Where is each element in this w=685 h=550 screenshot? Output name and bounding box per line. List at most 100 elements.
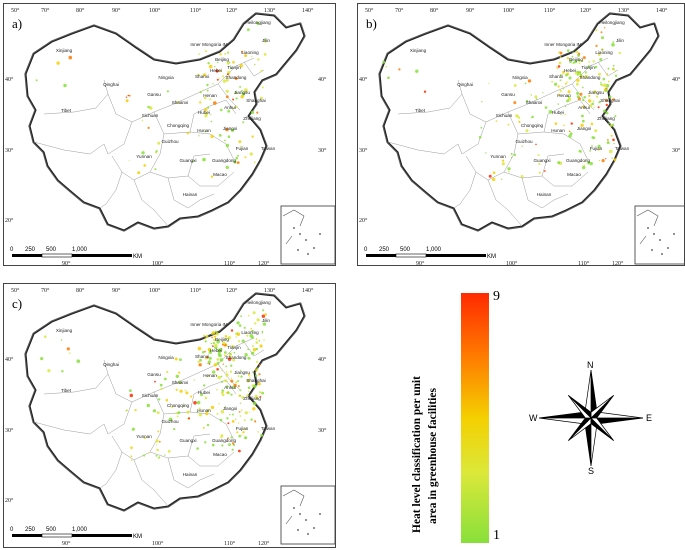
heat-patch <box>164 454 166 456</box>
heat-patch <box>231 448 234 451</box>
heat-patch <box>602 109 606 113</box>
heat-patch <box>253 161 256 164</box>
province-label: Hebei <box>210 348 222 353</box>
graticule-bottom-3: 120° <box>258 260 270 266</box>
province-label: Tibet <box>61 108 72 113</box>
heat-patch <box>226 391 229 394</box>
province-label: Yunnan <box>136 154 152 159</box>
heat-patch <box>231 413 234 416</box>
scale-bar-unit: KM <box>133 534 142 540</box>
heat-patch <box>589 161 593 166</box>
heat-patch <box>232 98 235 101</box>
heat-patch <box>205 335 209 338</box>
heat-patch <box>196 447 199 450</box>
heat-patch <box>582 105 585 109</box>
heat-patch <box>581 59 584 62</box>
province-label: Anhui <box>224 105 236 110</box>
graticule-top-1: 70° <box>41 7 50 14</box>
heat-patch <box>238 449 241 453</box>
heat-patch <box>244 411 248 415</box>
province-label: Jilin <box>616 38 624 43</box>
heat-patch <box>186 132 189 135</box>
heat-patch <box>219 418 223 422</box>
heat-patch <box>210 175 214 178</box>
heat-patch <box>578 62 581 65</box>
graticule-top-6: 120° <box>226 287 238 294</box>
heat-patch <box>259 395 262 398</box>
province-label: Gansu <box>147 372 161 377</box>
graticule-top-0: 50° <box>11 7 20 14</box>
province-label: Heilongjiang <box>599 20 625 25</box>
heat-patch <box>254 322 257 325</box>
heat-patch <box>68 55 73 60</box>
province-label: Shandong <box>226 75 247 80</box>
province-label: Jiangxi <box>223 126 237 131</box>
heat-patch <box>240 375 243 378</box>
heat-patch <box>264 313 267 316</box>
heat-patch <box>244 428 247 431</box>
heat-patch <box>258 339 261 342</box>
heat-patch <box>227 135 231 138</box>
compass-n: N <box>587 360 594 370</box>
heat-patch <box>592 60 595 63</box>
heat-patch <box>160 387 163 391</box>
heat-patch <box>247 348 250 351</box>
heat-patch <box>595 95 599 98</box>
heat-patch <box>556 67 559 70</box>
heat-patch <box>606 141 610 145</box>
graticule-top-3: 90° <box>112 7 121 14</box>
heat-patch <box>210 405 215 410</box>
heat-patch <box>581 119 585 123</box>
heat-patch <box>147 105 150 109</box>
scale-bar: 0 250 500 1,000 KM <box>10 527 142 540</box>
heat-patch <box>513 101 517 105</box>
heat-patch <box>204 130 207 133</box>
heat-patch <box>213 338 216 342</box>
heat-patch <box>216 78 219 81</box>
heat-patch <box>238 411 241 413</box>
heat-patch <box>234 91 238 94</box>
heat-patch <box>199 91 202 94</box>
heat-patch <box>239 85 242 88</box>
heat-patch <box>263 339 265 341</box>
heat-patch <box>204 108 208 112</box>
heat-patch <box>212 370 216 374</box>
heat-patch <box>501 159 505 162</box>
heat-patch <box>242 431 245 434</box>
heat-patch <box>206 423 210 427</box>
province-label: Ningxia <box>158 75 174 80</box>
heat-patch <box>203 73 207 77</box>
heat-patch <box>607 67 610 70</box>
heat-patch <box>478 135 482 139</box>
heat-patch <box>594 129 598 133</box>
map-panel-a: a) 50° 70° 80° 90° 100° 110° 120° 130° 140° 40° 30°… <box>3 3 336 266</box>
province-label: Anhui <box>224 385 236 390</box>
heat-patch <box>222 75 225 78</box>
graticule-bottom-1: 100° <box>152 540 164 547</box>
heat-patch <box>252 348 257 352</box>
graticule-top-2: 80° <box>76 7 85 14</box>
heat-patch <box>206 83 209 87</box>
heat-patch <box>235 418 237 420</box>
heat-patch <box>218 403 220 405</box>
heat-patch <box>156 411 160 415</box>
heat-patch <box>227 357 232 361</box>
heat-patch <box>219 358 224 362</box>
heat-patch <box>129 389 132 392</box>
heat-patch <box>212 342 215 345</box>
heat-patch <box>225 371 228 373</box>
heat-patch <box>198 413 202 417</box>
heat-patch <box>236 321 240 325</box>
heat-patch <box>583 164 586 167</box>
heat-patch <box>220 375 223 378</box>
heat-patch <box>582 56 586 60</box>
heat-patch <box>398 68 401 71</box>
province-label: Guizhou <box>515 139 533 144</box>
province-label: Yunnan <box>136 434 152 439</box>
heat-patch <box>61 370 64 373</box>
heat-patch <box>168 417 173 422</box>
province-border <box>543 99 591 133</box>
heat-patch <box>257 382 261 386</box>
compass-s: S <box>588 466 594 475</box>
graticule-left-1: 30° <box>359 147 368 154</box>
